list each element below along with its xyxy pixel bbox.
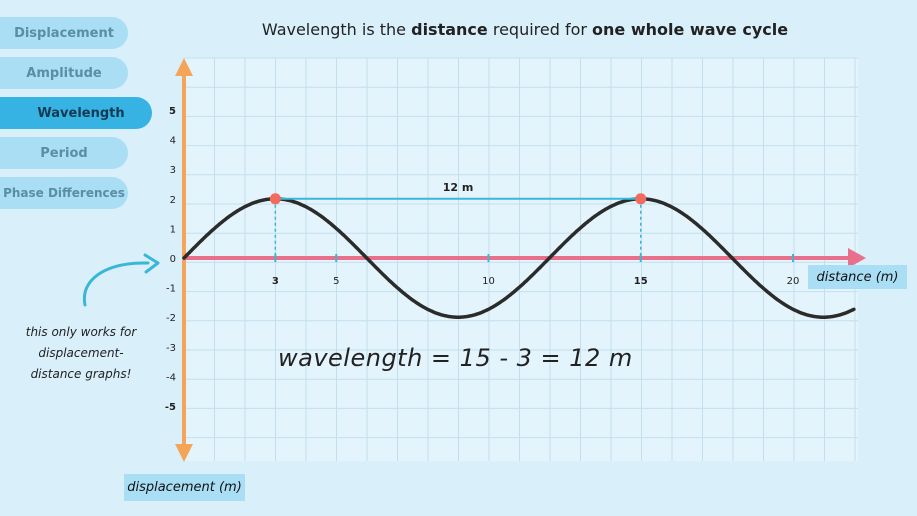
y-tick-label: 3 (170, 165, 176, 176)
wavelength-equation: wavelength = 15 - 3 = 12 m (278, 344, 633, 372)
note-text: this only works for displacement-distanc… (25, 325, 137, 381)
tab-period[interactable]: Period (0, 137, 128, 169)
title-part-2: required for (487, 20, 593, 39)
tab-displacement[interactable]: Displacement (0, 17, 128, 49)
note-arrow-head (143, 253, 160, 274)
y-tick-label: 4 (170, 136, 176, 147)
note-arrow-icon (82, 261, 150, 307)
x-axis-arrow (848, 248, 866, 268)
y-axis-label: displacement (m) (124, 474, 245, 501)
x-tick-label: 3 (272, 276, 279, 287)
title-bold-1: distance (411, 20, 488, 39)
y-axis-arrow-up (175, 58, 193, 76)
tab-wavelength[interactable]: Wavelength (0, 97, 152, 129)
chart-marks: 12 m (175, 58, 866, 462)
x-tick-label: 5 (333, 276, 339, 287)
tab-amplitude[interactable]: Amplitude (0, 57, 128, 89)
wavelength-annotation: 12 m (443, 181, 474, 194)
wave-line (182, 197, 856, 319)
title-part-1: Wavelength is the (261, 20, 412, 39)
y-tick-label: 1 (170, 224, 176, 235)
y-tick-label: -3 (166, 343, 176, 354)
x-axis-label: distance (m) (808, 265, 907, 289)
page-title: Wavelength is the distance required for … (200, 20, 850, 39)
y-tick-label: -1 (166, 284, 176, 295)
peak-point (635, 193, 647, 205)
y-tick-label: -2 (166, 313, 176, 324)
y-tick-label: 2 (170, 195, 176, 206)
tab-phase-differences[interactable]: Phase Differences (0, 177, 128, 209)
y-axis-arrow-down (175, 444, 193, 462)
y-tick-label: -4 (166, 372, 176, 383)
x-tick-label: 10 (482, 276, 495, 287)
title-bold-2: one whole wave cycle (592, 20, 789, 39)
peak-point (269, 193, 281, 205)
y-tick-label: -5 (165, 402, 176, 413)
y-tick-label: 0 (170, 254, 176, 265)
x-tick-label: 20 (787, 276, 800, 287)
x-tick-label: 15 (634, 276, 648, 287)
y-tick-label: 5 (169, 106, 176, 117)
